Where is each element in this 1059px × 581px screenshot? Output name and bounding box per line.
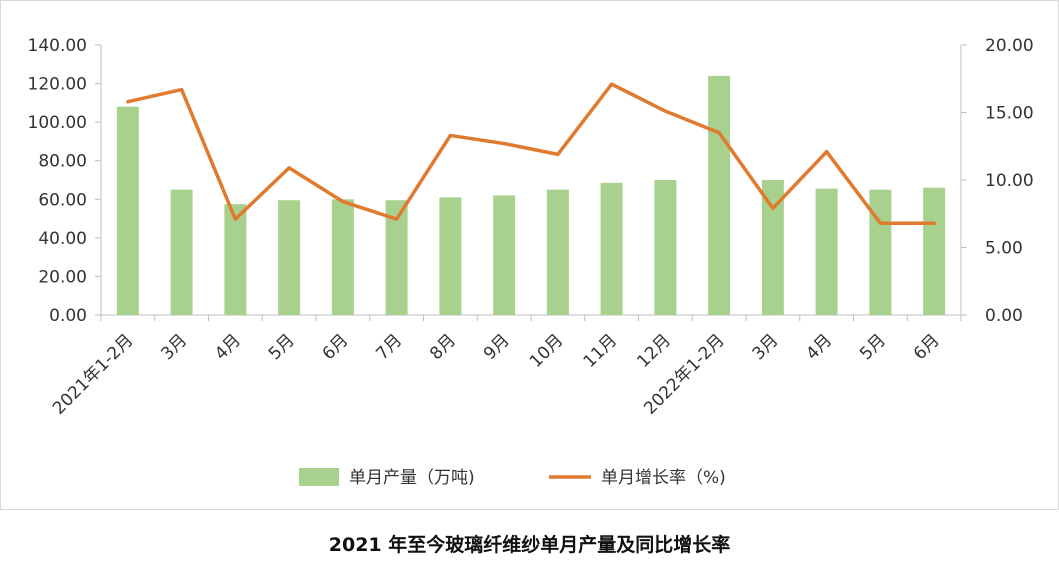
line-series [126,82,936,225]
bar [815,188,838,315]
line-point [717,131,721,135]
axes: 0.00 20.00 40.00 60.00 80.00 100.00 120.00 140.… [28,36,1034,419]
y-left-tick-label: 100.00 [28,113,87,133]
line-point [502,142,506,146]
line-point [556,152,560,156]
x-tick-label: 6月 [319,330,353,364]
line-point [395,217,399,221]
chart-svg: 0.00 20.00 40.00 60.00 80.00 100.00 120.00 140.… [28,36,1034,488]
x-tick-label: 5月 [856,330,890,364]
chart-frame: 0.00 20.00 40.00 60.00 80.00 100.00 120.00 140.… [0,0,1059,510]
x-tick-label: 6月 [910,330,944,364]
legend-swatch-bar [299,468,339,486]
y-left-tick-label: 0.00 [49,306,87,326]
bar [761,180,784,315]
bar [116,106,139,315]
y-left-tick-label: 40.00 [38,229,87,249]
line-point [287,166,291,170]
x-tick-label: 3月 [157,330,191,364]
x-tick-label: 3月 [749,330,783,364]
bar [546,189,569,315]
x-tick-label: 4月 [802,330,836,364]
chart-title: 2021 年至今玻璃纤维纱单月产量及同比增长率 [328,534,731,556]
line-point [341,200,345,204]
bar-series [116,75,946,315]
bar [170,189,193,315]
bar [439,197,462,315]
x-tick-label: 4月 [211,330,245,364]
x-tick-label: 7月 [372,330,406,364]
line-point [878,221,882,225]
bar [654,180,677,315]
x-tick-label: 12月 [633,330,674,371]
y-right-tick-label: 15.00 [985,104,1034,124]
bar [224,204,247,315]
x-tick-label: 10月 [526,330,567,371]
line-point [825,150,829,154]
bar [331,199,354,315]
y-left-tick-label: 120.00 [28,75,87,95]
x-tick-label: 5月 [265,330,299,364]
y-right-tick-label: 20.00 [985,36,1034,56]
y-right-tick-label: 5.00 [985,239,1023,259]
line-point [233,217,237,221]
y-left-tick-label: 140.00 [28,36,87,56]
y-right-tick-label: 10.00 [985,171,1034,191]
bar [278,200,301,315]
line-point [448,133,452,137]
bar [385,200,408,315]
bar [923,187,946,315]
y-left-tick-label: 20.00 [38,267,87,287]
legend-label-bar: 单月产量（万吨) [349,468,475,488]
line-point [610,82,614,86]
x-tick-label: 2021年1-2月 [49,330,137,418]
growth-line [126,82,936,225]
bar [708,75,731,315]
y-right-tick-label: 0.00 [985,306,1023,326]
x-tick-label: 9月 [480,330,514,364]
line-point [180,88,184,92]
bar [493,195,516,315]
y-left-tick-label: 80.00 [38,152,87,172]
bar [869,189,892,315]
line-point [932,221,936,225]
line-point [126,100,130,104]
legend-label-line: 单月增长率（%) [601,468,726,488]
legend: 单月产量（万吨) 单月增长率（%) [299,468,726,488]
x-tick-label: 8月 [426,330,460,364]
y-left-tick-label: 60.00 [38,190,87,210]
x-tick-label: 11月 [580,330,621,371]
bar [600,182,623,315]
line-point [663,109,667,113]
line-point [771,206,775,210]
